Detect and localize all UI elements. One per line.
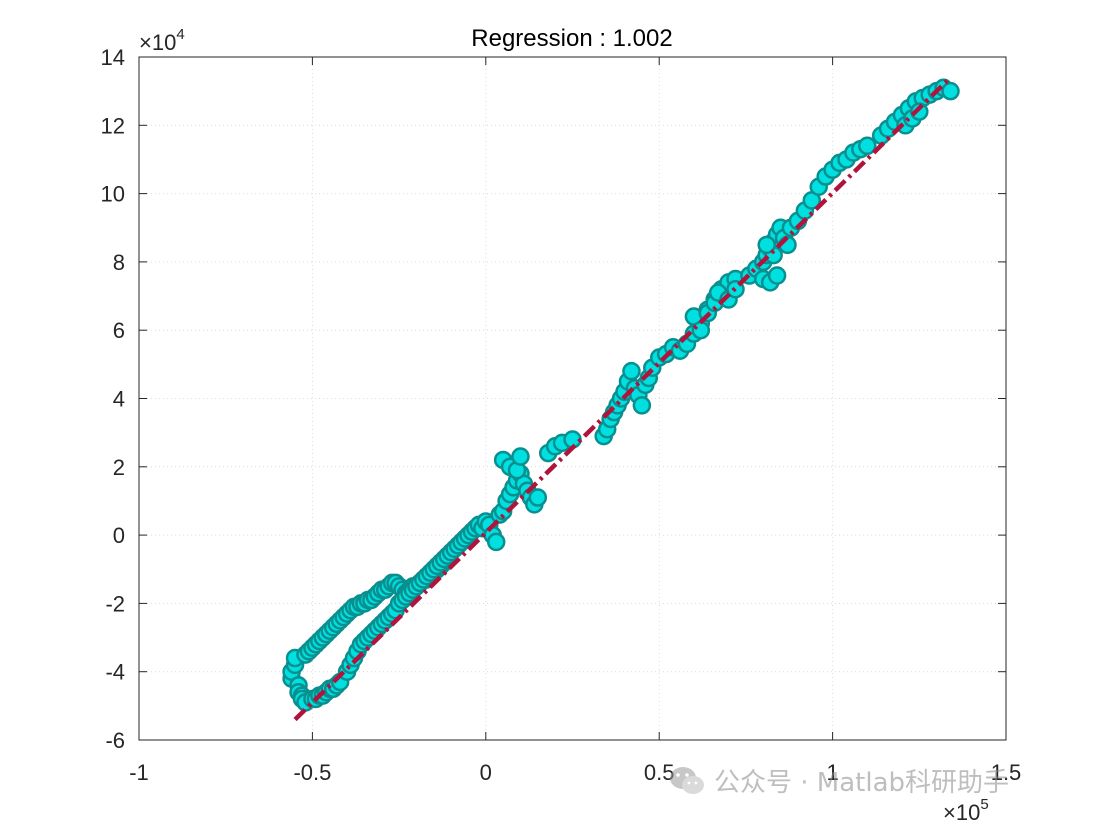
scatter-point	[632, 396, 652, 415]
scatter-point	[910, 102, 929, 121]
x-tick-label: 1.5	[991, 760, 1022, 785]
y-tick-label: 10	[101, 182, 125, 207]
y-tick-label: 2	[113, 455, 125, 480]
y-tick-label: 12	[101, 113, 125, 138]
y-tick-label: 14	[101, 45, 125, 70]
scatter-point	[486, 532, 506, 552]
y-tick-label: 4	[113, 387, 125, 412]
x-exponent-base: ×10	[943, 800, 980, 825]
y-tick-label: 8	[113, 250, 125, 275]
scatter-point	[767, 266, 787, 285]
x-tick-label: 1	[826, 760, 838, 785]
y-tick-label: -2	[105, 591, 125, 616]
axis-ticks: -1 -0.5 0 0.5 1 1.5 -6 -4 -2 0 2 4 6 8 10 12 14	[101, 45, 1022, 785]
y-tick-label: -6	[105, 728, 125, 753]
regression-fit-line	[293, 75, 953, 722]
scatter-point	[691, 320, 711, 340]
chart-title: Regression : 1.002	[471, 25, 672, 52]
x-exponent-power: 5	[980, 796, 988, 813]
y-exponent-base: ×10	[139, 30, 176, 55]
y-exponent-power: 4	[176, 26, 184, 43]
watermark-text: 公众号 · Matlab科研助手	[714, 768, 1010, 798]
scatter-point	[622, 361, 641, 381]
scatter-point	[528, 488, 548, 507]
scatter-point	[757, 235, 776, 255]
scatter-point	[511, 447, 530, 466]
x-tick-label: -0.5	[293, 760, 331, 785]
y-tick-label: 0	[113, 523, 125, 548]
scatter-point	[941, 81, 960, 101]
y-tick-label: 6	[113, 318, 125, 343]
y-tick-label: -4	[105, 660, 125, 685]
x-tick-label: 0.5	[644, 760, 675, 785]
watermark: 公众号 · Matlab科研助手	[668, 762, 1009, 799]
y-exponent-label: ×104	[139, 26, 185, 55]
scatter-point	[858, 136, 877, 156]
x-tick-label: -1	[129, 760, 149, 785]
wechat-icon	[670, 766, 704, 794]
x-exponent-label: ×105	[943, 796, 989, 825]
x-tick-label: 0	[480, 760, 492, 785]
fit-line-group	[293, 75, 953, 722]
